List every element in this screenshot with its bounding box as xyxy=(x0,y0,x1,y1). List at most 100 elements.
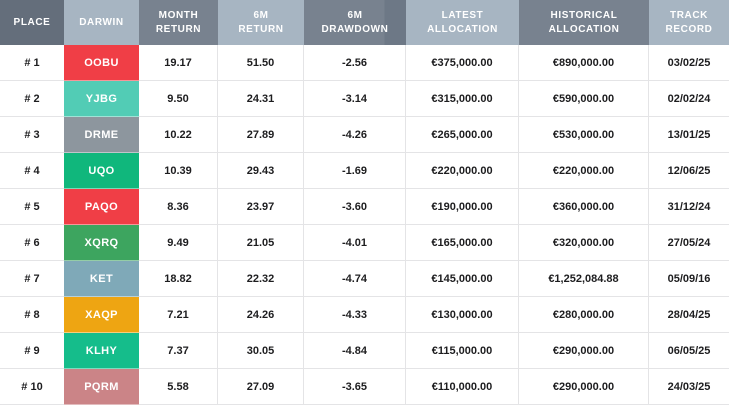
table-row: # 6 XQRQ 9.49 21.05 -4.01 €165,000.00 €3… xyxy=(0,225,729,261)
six-m-drawdown-cell: -4.26 xyxy=(304,117,406,153)
table-row: # 1 OOBU 19.17 51.50 -2.56 €375,000.00 €… xyxy=(0,45,729,81)
place-cell: # 1 xyxy=(0,45,64,81)
historical-allocation-cell: €220,000.00 xyxy=(519,153,649,189)
six-m-return-cell: 51.50 xyxy=(218,45,304,81)
six-m-return-cell: 29.43 xyxy=(218,153,304,189)
month-return-cell: 19.17 xyxy=(139,45,218,81)
column-header-latest_allocation: LATEST ALLOCATION xyxy=(406,0,519,45)
latest-allocation-cell: €130,000.00 xyxy=(406,297,519,333)
latest-allocation-cell: €265,000.00 xyxy=(406,117,519,153)
latest-allocation-cell: €110,000.00 xyxy=(406,369,519,405)
darwin-name-cell[interactable]: UQO xyxy=(64,153,139,189)
place-cell: # 9 xyxy=(0,333,64,369)
bottom-spacer xyxy=(0,405,729,410)
track-record-cell: 24/03/25 xyxy=(649,369,729,405)
track-record-cell: 31/12/24 xyxy=(649,189,729,225)
darwin-name-cell[interactable]: PAQO xyxy=(64,189,139,225)
column-header-track_record: TRACK RECORD xyxy=(649,0,729,45)
latest-allocation-cell: €220,000.00 xyxy=(406,153,519,189)
track-record-cell: 03/02/25 xyxy=(649,45,729,81)
place-cell: # 7 xyxy=(0,261,64,297)
latest-allocation-cell: €145,000.00 xyxy=(406,261,519,297)
six-m-return-cell: 30.05 xyxy=(218,333,304,369)
darwin-name-cell[interactable]: XAQP xyxy=(64,297,139,333)
table-row: # 8 XAQP 7.21 24.26 -4.33 €130,000.00 €2… xyxy=(0,297,729,333)
table-row: # 4 UQO 10.39 29.43 -1.69 €220,000.00 €2… xyxy=(0,153,729,189)
column-header-darwin: DARWIN xyxy=(64,0,139,45)
latest-allocation-cell: €375,000.00 xyxy=(406,45,519,81)
track-record-cell: 05/09/16 xyxy=(649,261,729,297)
latest-allocation-cell: €165,000.00 xyxy=(406,225,519,261)
six-m-drawdown-cell: -4.84 xyxy=(304,333,406,369)
table-row: # 3 DRME 10.22 27.89 -4.26 €265,000.00 €… xyxy=(0,117,729,153)
month-return-cell: 8.36 xyxy=(139,189,218,225)
six-m-drawdown-cell: -2.56 xyxy=(304,45,406,81)
column-header-six_m_drawdown: 6M DRAWDOWN xyxy=(304,0,406,45)
darwin-name-cell[interactable]: KLHY xyxy=(64,333,139,369)
track-record-cell: 12/06/25 xyxy=(649,153,729,189)
six-m-drawdown-cell: -4.01 xyxy=(304,225,406,261)
place-cell: # 4 xyxy=(0,153,64,189)
latest-allocation-cell: €315,000.00 xyxy=(406,81,519,117)
column-header-historical_allocation: HISTORICAL ALLOCATION xyxy=(519,0,649,45)
month-return-cell: 10.22 xyxy=(139,117,218,153)
place-cell: # 8 xyxy=(0,297,64,333)
six-m-return-cell: 27.09 xyxy=(218,369,304,405)
month-return-cell: 10.39 xyxy=(139,153,218,189)
track-record-cell: 06/05/25 xyxy=(649,333,729,369)
track-record-cell: 13/01/25 xyxy=(649,117,729,153)
latest-allocation-cell: €190,000.00 xyxy=(406,189,519,225)
month-return-cell: 5.58 xyxy=(139,369,218,405)
six-m-drawdown-cell: -3.14 xyxy=(304,81,406,117)
historical-allocation-cell: €320,000.00 xyxy=(519,225,649,261)
six-m-drawdown-cell: -4.74 xyxy=(304,261,406,297)
historical-allocation-cell: €1,252,084.88 xyxy=(519,261,649,297)
track-record-cell: 28/04/25 xyxy=(649,297,729,333)
month-return-cell: 9.50 xyxy=(139,81,218,117)
table-row: # 7 KET 18.82 22.32 -4.74 €145,000.00 €1… xyxy=(0,261,729,297)
track-record-cell: 27/05/24 xyxy=(649,225,729,261)
six-m-return-cell: 24.26 xyxy=(218,297,304,333)
month-return-cell: 7.37 xyxy=(139,333,218,369)
table-row: # 5 PAQO 8.36 23.97 -3.60 €190,000.00 €3… xyxy=(0,189,729,225)
latest-allocation-cell: €115,000.00 xyxy=(406,333,519,369)
six-m-drawdown-cell: -3.60 xyxy=(304,189,406,225)
darwin-name-cell[interactable]: DRME xyxy=(64,117,139,153)
historical-allocation-cell: €290,000.00 xyxy=(519,369,649,405)
six-m-return-cell: 27.89 xyxy=(218,117,304,153)
place-cell: # 2 xyxy=(0,81,64,117)
column-header-place: PLACE xyxy=(0,0,64,45)
historical-allocation-cell: €590,000.00 xyxy=(519,81,649,117)
historical-allocation-cell: €890,000.00 xyxy=(519,45,649,81)
six-m-return-cell: 24.31 xyxy=(218,81,304,117)
darwin-name-cell[interactable]: YJBG xyxy=(64,81,139,117)
place-cell: # 10 xyxy=(0,369,64,405)
historical-allocation-cell: €290,000.00 xyxy=(519,333,649,369)
six-m-drawdown-cell: -3.65 xyxy=(304,369,406,405)
historical-allocation-cell: €530,000.00 xyxy=(519,117,649,153)
six-m-drawdown-cell: -4.33 xyxy=(304,297,406,333)
column-header-six_m_return: 6M RETURN xyxy=(218,0,304,45)
historical-allocation-cell: €360,000.00 xyxy=(519,189,649,225)
month-return-cell: 9.49 xyxy=(139,225,218,261)
darwin-name-cell[interactable]: PQRM xyxy=(64,369,139,405)
table-header-row: PLACE DARWIN MONTH RETURN 6M RETURN 6M DRAWD… xyxy=(0,0,729,45)
six-m-return-cell: 23.97 xyxy=(218,189,304,225)
historical-allocation-cell: €280,000.00 xyxy=(519,297,649,333)
table-row: # 10 PQRM 5.58 27.09 -3.65 €110,000.00 €… xyxy=(0,369,729,405)
darwin-name-cell[interactable]: KET xyxy=(64,261,139,297)
six-m-drawdown-cell: -1.69 xyxy=(304,153,406,189)
darwin-name-cell[interactable]: OOBU xyxy=(64,45,139,81)
six-m-return-cell: 22.32 xyxy=(218,261,304,297)
place-cell: # 5 xyxy=(0,189,64,225)
column-header-month_return: MONTH RETURN xyxy=(139,0,218,45)
table-body: # 1 OOBU 19.17 51.50 -2.56 €375,000.00 €… xyxy=(0,45,729,405)
month-return-cell: 18.82 xyxy=(139,261,218,297)
darwin-name-cell[interactable]: XQRQ xyxy=(64,225,139,261)
six-m-return-cell: 21.05 xyxy=(218,225,304,261)
place-cell: # 3 xyxy=(0,117,64,153)
table-row: # 9 KLHY 7.37 30.05 -4.84 €115,000.00 €2… xyxy=(0,333,729,369)
table-row: # 2 YJBG 9.50 24.31 -3.14 €315,000.00 €5… xyxy=(0,81,729,117)
place-cell: # 6 xyxy=(0,225,64,261)
